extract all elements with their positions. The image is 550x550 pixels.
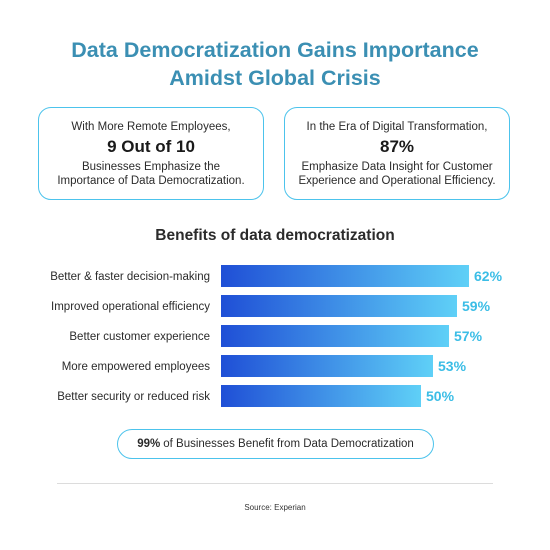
value-label: 59% <box>462 298 491 314</box>
value-label: 50% <box>426 388 455 404</box>
card-stat-value: 87% <box>379 136 415 156</box>
title-line-1: Data Democratization Gains Importance <box>71 38 479 62</box>
bar <box>221 355 433 377</box>
category-label: Improved operational efficiency <box>51 301 210 313</box>
bar <box>221 265 469 287</box>
value-label: 57% <box>454 328 483 344</box>
source-note: Source: Experian <box>244 503 306 512</box>
value-label: 53% <box>438 358 467 374</box>
summary-percent: 99% <box>137 438 161 450</box>
stat-card-remote-employees: With More Remote Employees, 9 Out of 10 … <box>38 107 264 200</box>
category-label: Better customer experience <box>69 331 210 343</box>
card-detail-line-2: Experience and Operational Efficiency. <box>298 174 496 187</box>
title-line-2: Amidst Global Crisis <box>169 66 381 90</box>
stat-card-digital-transformation: In the Era of Digital Transformation, 87… <box>284 107 510 200</box>
summary-text: of Businesses Benefit from Data Democrat… <box>163 438 414 450</box>
card-intro-text: With More Remote Employees, <box>71 120 231 133</box>
category-label: Better security or reduced risk <box>57 391 210 403</box>
chart-title: Benefits of data democratization <box>155 227 395 244</box>
benefits-bar-chart: Better & faster decision-making 62% Improv… <box>50 265 503 407</box>
summary-pill: 99% of Businesses Benefit from Data Demo… <box>117 429 434 459</box>
card-detail-line-1: Businesses Emphasize the <box>81 160 221 173</box>
bar <box>221 385 421 407</box>
bar <box>221 325 449 347</box>
card-detail-line-1: Emphasize Data Insight for Customer <box>301 160 493 173</box>
bar <box>221 295 457 317</box>
category-label: More empowered employees <box>62 361 211 373</box>
value-label: 62% <box>474 268 503 284</box>
divider <box>57 483 493 484</box>
page-title: Data Democratization Gains Importance Am… <box>0 36 550 92</box>
category-label: Better & faster decision-making <box>50 271 210 283</box>
card-detail-line-2: Importance of Data Democratization. <box>57 174 245 187</box>
card-stat-value: 9 Out of 10 <box>107 136 195 156</box>
card-intro-text: In the Era of Digital Transformation, <box>306 120 488 133</box>
